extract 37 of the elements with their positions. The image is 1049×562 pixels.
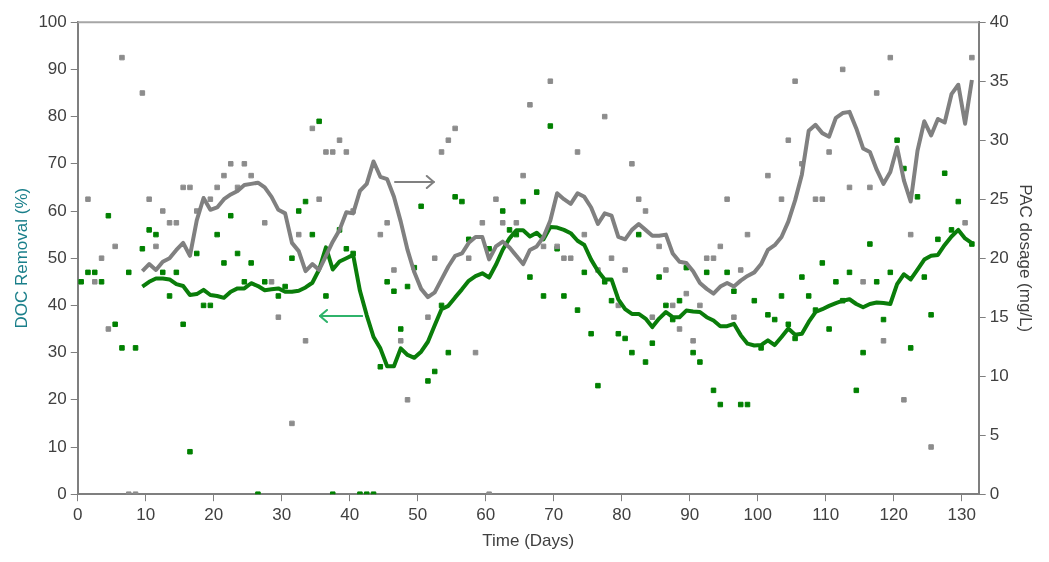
y-tick-label: 90 bbox=[47, 59, 67, 79]
y2-tick-label: 25 bbox=[989, 188, 1009, 208]
x-tick-label: 70 bbox=[544, 505, 564, 525]
x-tick-label: 40 bbox=[340, 505, 360, 525]
y-tick-label: 100 bbox=[38, 11, 67, 31]
y2-tick-label: 5 bbox=[989, 424, 1000, 444]
x-tick-label: 20 bbox=[204, 505, 224, 525]
y2-tick-label: 0 bbox=[989, 483, 1000, 503]
x-tick-label: 90 bbox=[680, 505, 700, 525]
y-tick-label: 60 bbox=[47, 200, 67, 220]
y-tick-label: 70 bbox=[47, 153, 67, 173]
x-tick-label: 80 bbox=[612, 505, 632, 525]
y-tick-label: 30 bbox=[47, 342, 67, 362]
y2-tick-label: 10 bbox=[989, 365, 1009, 385]
x-tick-label: 0 bbox=[73, 505, 83, 525]
x-axis-title: Time (Days) bbox=[482, 531, 575, 551]
x-tick-label: 110 bbox=[812, 505, 840, 525]
x-tick-label: 120 bbox=[879, 505, 908, 525]
x-tick-label: 130 bbox=[947, 505, 976, 525]
x-tick-label: 60 bbox=[476, 505, 496, 525]
x-tick-label: 10 bbox=[136, 505, 156, 525]
y2-tick-label: 15 bbox=[989, 306, 1009, 326]
x-tick-label: 100 bbox=[743, 505, 772, 525]
y-tick-label: 50 bbox=[47, 247, 67, 267]
y2-tick-label: 35 bbox=[989, 70, 1009, 90]
y-tick-label: 40 bbox=[47, 295, 67, 315]
y-tick-label: 0 bbox=[57, 483, 67, 503]
x-tick-label: 30 bbox=[272, 505, 292, 525]
y-tick-label: 20 bbox=[47, 389, 67, 409]
y-tick-label: 10 bbox=[47, 436, 67, 456]
y2-tick-label: 30 bbox=[989, 129, 1009, 149]
y-axis-title: DOC Removal (%) bbox=[11, 187, 31, 329]
y2-tick-label: 20 bbox=[989, 247, 1009, 267]
y-tick-label: 80 bbox=[47, 106, 67, 126]
x-tick-label: 50 bbox=[408, 505, 428, 525]
y2-axis-title: PAC dosage (mg/L) bbox=[1016, 184, 1036, 333]
y2-tick-label: 40 bbox=[989, 11, 1009, 31]
